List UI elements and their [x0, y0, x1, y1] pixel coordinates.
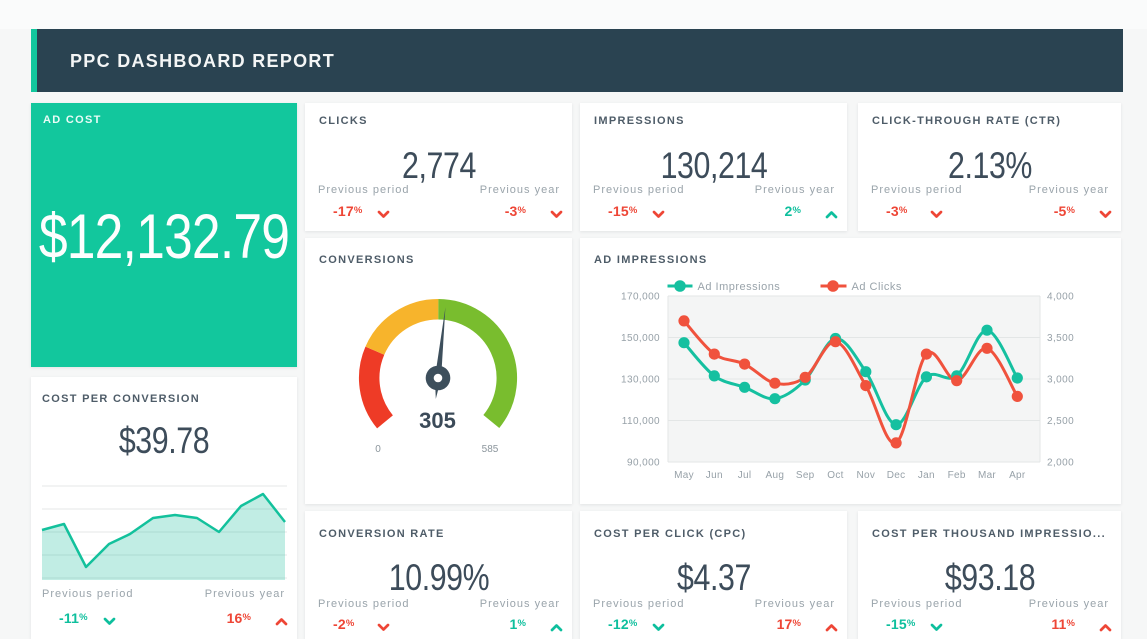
svg-text:90,000: 90,000 [627, 458, 660, 469]
svg-text:May: May [674, 470, 694, 481]
svg-text:Aug: Aug [766, 470, 785, 481]
svg-text:Ad Clicks: Ad Clicks [852, 281, 902, 293]
svg-text:Dec: Dec [887, 470, 906, 481]
svg-text:2,500: 2,500 [1047, 416, 1074, 427]
svg-text:170,000: 170,000 [621, 292, 660, 303]
svg-text:110,000: 110,000 [622, 416, 660, 427]
svg-text:Apr: Apr [1009, 470, 1026, 481]
svg-text:Feb: Feb [948, 470, 966, 481]
svg-text:Ad Impressions: Ad Impressions [698, 281, 781, 293]
svg-text:150,000: 150,000 [621, 333, 660, 344]
svg-text:3,500: 3,500 [1047, 333, 1074, 344]
svg-text:Jan: Jan [918, 470, 935, 481]
svg-text:2,000: 2,000 [1047, 458, 1074, 469]
svg-text:305: 305 [419, 408, 456, 433]
svg-text:Sep: Sep [796, 470, 815, 481]
svg-text:Mar: Mar [978, 470, 996, 481]
svg-text:0: 0 [375, 444, 381, 455]
svg-text:Nov: Nov [856, 470, 875, 481]
svg-text:Oct: Oct [827, 470, 843, 481]
svg-text:4,000: 4,000 [1047, 292, 1074, 303]
svg-text:3,000: 3,000 [1047, 375, 1074, 386]
svg-text:Jun: Jun [706, 470, 723, 481]
svg-text:585: 585 [482, 444, 499, 455]
svg-text:130,000: 130,000 [621, 375, 660, 386]
svg-text:Jul: Jul [738, 470, 752, 481]
